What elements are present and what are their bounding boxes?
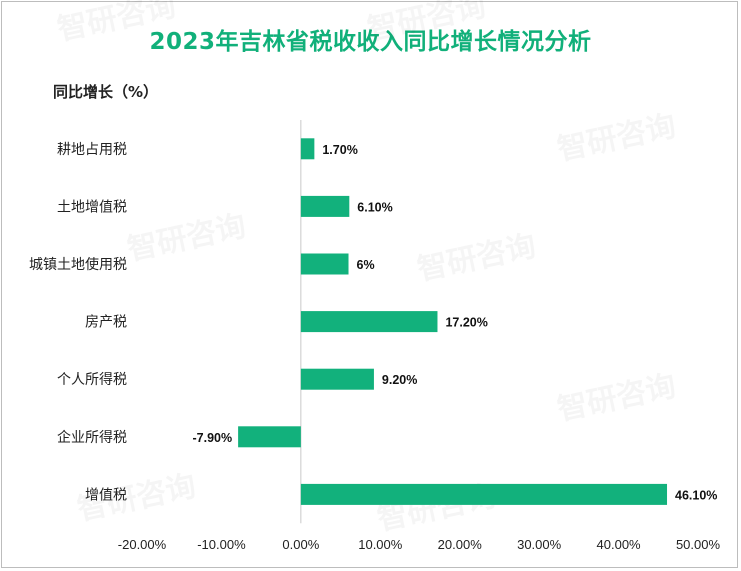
category-label: 城镇土地使用税 — [29, 256, 127, 273]
data-label: 46.10% — [675, 488, 717, 502]
watermark-text: 智研咨询 — [54, 0, 179, 48]
bar — [300, 483, 668, 505]
category-label: 个人所得税 — [57, 371, 127, 388]
watermark-text: 智研咨询 — [554, 369, 679, 428]
x-tick-label: 30.00% — [517, 537, 562, 552]
x-tick-label: -10.00% — [197, 537, 246, 552]
data-label: 1.70% — [322, 143, 357, 157]
bar — [300, 195, 350, 217]
x-tick-label: 20.00% — [438, 537, 483, 552]
x-tick-label: -20.00% — [118, 537, 167, 552]
x-tick-label: 10.00% — [358, 537, 403, 552]
bar — [300, 368, 374, 390]
x-tick-label: 40.00% — [597, 537, 642, 552]
bar — [300, 253, 349, 275]
value-labels: 1.70% 6.10% 6% 17.20% 9.20% -7.90% 46.10% — [192, 143, 717, 503]
data-label: 9.20% — [382, 373, 417, 387]
category-label: 房产税 — [85, 315, 127, 331]
y-axis-title: 同比增长（%） — [53, 83, 159, 101]
watermark-text: 智研咨询 — [124, 209, 249, 268]
category-label: 企业所得税 — [57, 429, 127, 446]
bar — [300, 311, 438, 333]
data-label: 6.10% — [357, 200, 392, 214]
bars — [238, 138, 668, 505]
x-tick-label: 50.00% — [676, 537, 721, 552]
data-label: 6% — [357, 258, 375, 272]
bar — [300, 138, 315, 160]
watermark-text: 智研咨询 — [554, 109, 679, 168]
data-label: -7.90% — [192, 431, 232, 445]
category-label: 耕地占用税 — [57, 141, 127, 158]
x-tick-label: 0.00% — [282, 537, 319, 552]
x-tick-labels: -20.00% -10.00% 0.00% 10.00% 20.00% 30.00% 40.… — [118, 537, 721, 552]
watermark-text: 智研咨询 — [414, 229, 539, 288]
bar — [238, 426, 301, 448]
data-label: 17.20% — [445, 316, 487, 330]
chart-title: 2023年吉林省税收收入同比增长情况分析 — [149, 29, 592, 55]
category-label: 土地增值税 — [57, 199, 127, 215]
watermark-text: 智研咨询 — [364, 0, 489, 48]
category-label: 增值税 — [85, 487, 127, 503]
